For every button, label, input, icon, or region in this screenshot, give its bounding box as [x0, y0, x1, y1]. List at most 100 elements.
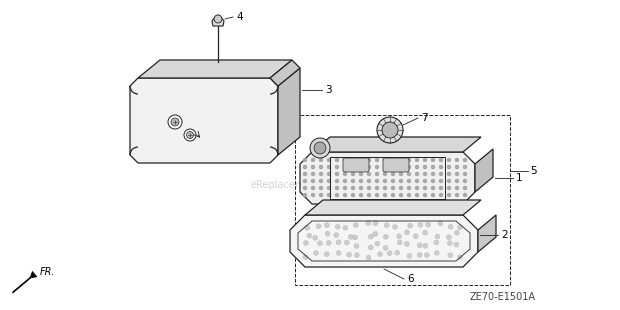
Circle shape [314, 250, 319, 256]
Circle shape [319, 158, 323, 162]
Polygon shape [475, 149, 493, 192]
Circle shape [431, 158, 435, 162]
Circle shape [399, 158, 403, 162]
Circle shape [327, 158, 331, 162]
Circle shape [391, 158, 395, 162]
Text: 3: 3 [325, 85, 332, 95]
Circle shape [377, 117, 403, 143]
Circle shape [407, 193, 411, 197]
Circle shape [447, 172, 451, 176]
Circle shape [455, 179, 459, 183]
Circle shape [351, 158, 355, 162]
Circle shape [383, 172, 387, 176]
Circle shape [303, 193, 307, 197]
Circle shape [335, 224, 340, 229]
Circle shape [431, 193, 435, 197]
Circle shape [407, 165, 411, 169]
Circle shape [399, 172, 403, 176]
Circle shape [447, 158, 451, 162]
Circle shape [184, 129, 196, 141]
Polygon shape [30, 272, 37, 278]
Circle shape [423, 193, 427, 197]
Circle shape [463, 172, 467, 176]
Circle shape [343, 165, 347, 169]
Circle shape [434, 240, 439, 245]
Circle shape [426, 222, 431, 227]
Circle shape [387, 251, 392, 256]
Circle shape [404, 241, 409, 246]
Circle shape [375, 241, 380, 246]
Circle shape [359, 186, 363, 190]
Circle shape [367, 186, 371, 190]
Circle shape [407, 186, 411, 190]
Circle shape [327, 179, 331, 183]
Circle shape [311, 165, 315, 169]
Circle shape [383, 165, 387, 169]
Circle shape [448, 224, 453, 229]
Circle shape [415, 179, 419, 183]
Circle shape [383, 158, 387, 162]
Circle shape [458, 255, 463, 260]
Circle shape [353, 223, 358, 228]
Circle shape [319, 193, 323, 197]
Circle shape [335, 165, 339, 169]
Circle shape [326, 240, 331, 245]
Circle shape [423, 172, 427, 176]
Circle shape [383, 179, 387, 183]
Circle shape [353, 235, 358, 240]
Circle shape [447, 186, 451, 190]
Circle shape [343, 186, 347, 190]
Polygon shape [270, 60, 300, 86]
Circle shape [454, 230, 459, 235]
Circle shape [435, 234, 440, 239]
Circle shape [397, 240, 402, 245]
Circle shape [423, 158, 427, 162]
Circle shape [319, 186, 323, 190]
Circle shape [336, 250, 341, 255]
Circle shape [415, 193, 419, 197]
Text: 4: 4 [236, 12, 242, 22]
Circle shape [335, 172, 339, 176]
Circle shape [354, 243, 359, 249]
Circle shape [417, 243, 422, 248]
Circle shape [168, 115, 182, 129]
Circle shape [382, 122, 398, 138]
Circle shape [347, 252, 352, 257]
Circle shape [344, 240, 349, 245]
Circle shape [447, 165, 451, 169]
Circle shape [355, 253, 360, 258]
Circle shape [417, 252, 422, 258]
Circle shape [324, 223, 329, 228]
Circle shape [343, 172, 347, 176]
Polygon shape [478, 215, 496, 252]
Polygon shape [212, 15, 224, 26]
Circle shape [399, 165, 403, 169]
Circle shape [439, 193, 443, 197]
Circle shape [375, 186, 379, 190]
Circle shape [431, 172, 435, 176]
Circle shape [408, 223, 413, 228]
Circle shape [316, 224, 321, 229]
Circle shape [324, 252, 329, 257]
Circle shape [446, 235, 451, 240]
Circle shape [351, 179, 355, 183]
Text: 7: 7 [421, 113, 428, 123]
Circle shape [327, 172, 331, 176]
Circle shape [367, 158, 371, 162]
Circle shape [423, 243, 428, 248]
Circle shape [325, 231, 330, 236]
Circle shape [447, 179, 451, 183]
Circle shape [348, 234, 353, 239]
Circle shape [311, 158, 315, 162]
Circle shape [303, 172, 307, 176]
Circle shape [367, 179, 371, 183]
Circle shape [327, 165, 331, 169]
Circle shape [375, 165, 379, 169]
Circle shape [327, 186, 331, 190]
Circle shape [314, 142, 326, 154]
Circle shape [463, 158, 467, 162]
Circle shape [307, 233, 312, 238]
FancyBboxPatch shape [383, 158, 409, 172]
Text: FR.: FR. [40, 267, 56, 277]
Circle shape [455, 165, 459, 169]
